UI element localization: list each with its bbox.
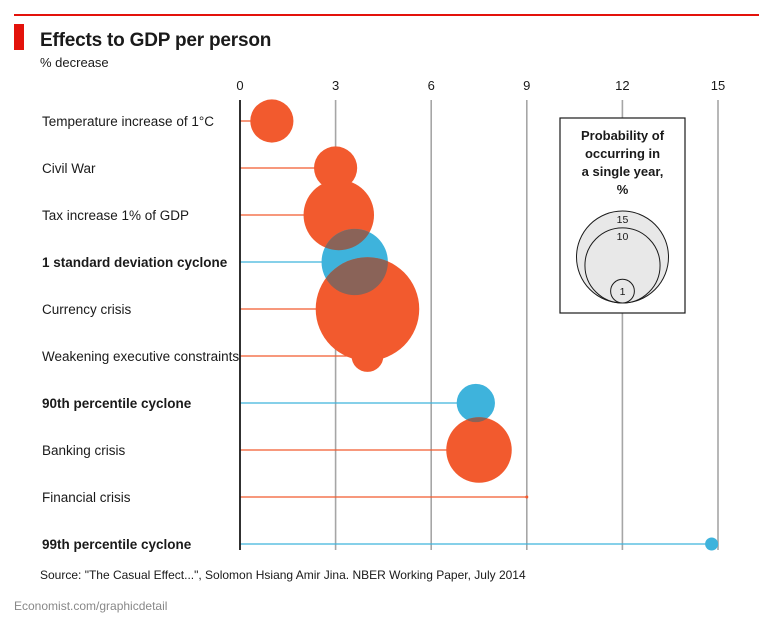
category-label: Temperature increase of 1°C <box>42 114 214 129</box>
category-label: 90th percentile cyclone <box>42 396 192 411</box>
category-label: Tax increase 1% of GDP <box>42 208 189 223</box>
category-label: Currency crisis <box>42 302 132 317</box>
legend-title-line: % <box>617 182 629 197</box>
label-layer: 0 3 6 9 12 15 Temperature increase of 1°C Civil… <box>42 78 725 552</box>
data-bubble <box>314 146 358 190</box>
x-tick-label: 9 <box>523 78 530 93</box>
category-label: Banking crisis <box>42 443 126 458</box>
data-bubble <box>456 383 495 423</box>
x-tick-label: 0 <box>236 78 243 93</box>
data-bubble <box>446 417 512 483</box>
legend-title-line: a single year, <box>582 164 664 179</box>
source-note: Source: "The Casual Effect...", Solomon … <box>40 568 526 582</box>
x-tick-label: 3 <box>332 78 339 93</box>
x-tick-label: 6 <box>428 78 435 93</box>
overlap-region <box>321 228 375 251</box>
category-label: 99th percentile cyclone <box>42 537 192 552</box>
legend-title-line: occurring in <box>585 146 660 161</box>
x-tick-label: 12 <box>615 78 629 93</box>
data-bubble <box>351 340 384 372</box>
legend-circle <box>610 278 635 304</box>
data-bubble <box>250 99 294 143</box>
overlap-region <box>321 257 388 296</box>
x-tick-label: 15 <box>711 78 725 93</box>
category-label: Civil War <box>42 161 96 176</box>
data-bubble <box>705 537 719 551</box>
category-label: 1 standard deviation cyclone <box>42 255 228 270</box>
data-bubble <box>525 495 529 499</box>
legend-size-label: 15 <box>617 214 629 226</box>
legend-size-label: 1 <box>620 286 626 298</box>
red-tab <box>14 24 24 50</box>
overlap-layer <box>321 228 495 423</box>
legend-title-line: Probability of <box>581 128 665 143</box>
top-rule <box>14 14 759 16</box>
credit-link[interactable]: Economist.com/graphicdetail <box>14 599 168 613</box>
category-label: Financial crisis <box>42 490 131 505</box>
legend-layer: Probability of occurring in a single year,… <box>559 117 686 314</box>
legend-size-label: 10 <box>617 231 629 243</box>
chart-subtitle: % decrease <box>40 55 109 70</box>
category-label: Weakening executive constraints <box>42 349 239 364</box>
chart-title: Effects to GDP per person <box>40 30 272 51</box>
